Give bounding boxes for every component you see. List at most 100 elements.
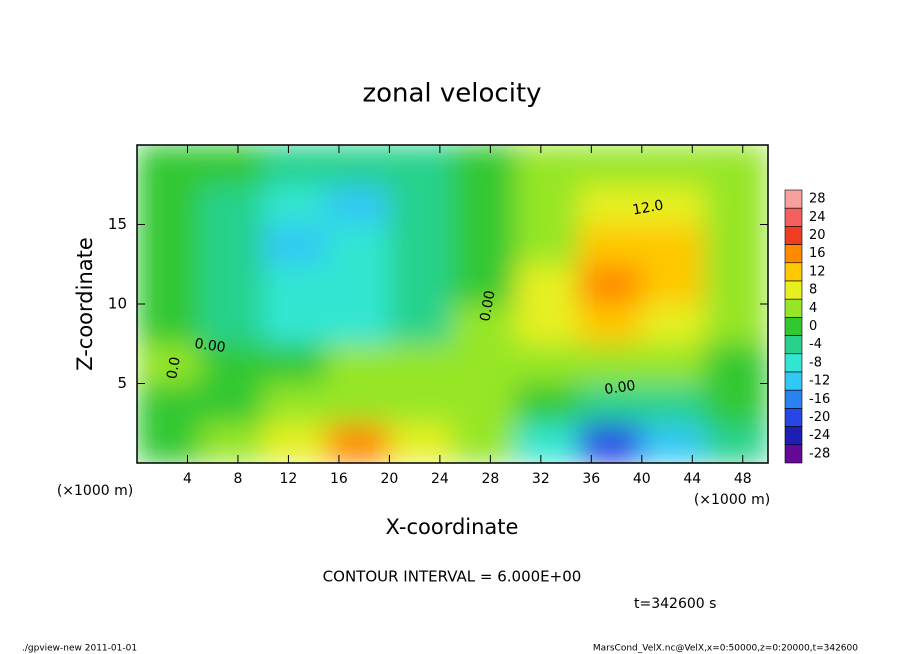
field-cell <box>515 263 580 305</box>
x-tick-label: 8 <box>233 471 242 487</box>
x-axis-label: X-coordinate <box>386 515 519 539</box>
field-cell <box>325 303 390 345</box>
field-cell <box>325 343 390 384</box>
contour-label: 0.00 <box>477 289 498 322</box>
field-cell <box>452 383 517 424</box>
field-cell <box>199 343 264 384</box>
field-cell <box>515 383 580 424</box>
field-cell <box>641 224 706 265</box>
field-cell <box>137 303 201 345</box>
field-cell <box>262 383 327 424</box>
field-cell <box>578 383 643 424</box>
y-tick-label: 15 <box>108 215 127 233</box>
field-cell <box>388 145 453 186</box>
field-cell <box>704 224 768 265</box>
field-cell <box>515 343 580 384</box>
colorbar-label: -28 <box>809 446 830 461</box>
colorbar-block <box>784 226 803 245</box>
colorbar-label: 28 <box>809 192 826 207</box>
field-cell <box>325 263 390 305</box>
field-cell <box>452 303 517 345</box>
field-cell <box>388 263 453 305</box>
colorbar-label: -16 <box>809 392 830 407</box>
field-cell <box>325 422 390 463</box>
colorbar-label: 16 <box>809 246 826 261</box>
colorbar-block <box>784 207 803 227</box>
colorbar-block <box>784 371 803 391</box>
field-cell <box>325 383 390 424</box>
colorbar-block <box>784 408 803 427</box>
chart-title: zonal velocity <box>362 79 541 109</box>
field-cell <box>578 184 643 225</box>
x-unit: (×1000 m) <box>694 492 770 508</box>
colorbar-block <box>784 189 803 209</box>
field-cell <box>704 422 768 463</box>
field-cell <box>578 145 643 186</box>
field-cell <box>578 343 643 384</box>
field-cell <box>137 263 201 305</box>
field-cell <box>199 422 264 463</box>
field-cell <box>388 343 453 384</box>
field-cell <box>452 224 517 265</box>
field-cell <box>515 184 580 225</box>
colorbar-label: 8 <box>809 283 817 298</box>
colorbar-label: -20 <box>809 410 830 425</box>
x-tick-label: 16 <box>330 471 348 487</box>
field-cell <box>704 184 768 225</box>
field-cell <box>578 263 643 305</box>
colorbar-block <box>784 280 803 300</box>
field-cell <box>262 263 327 305</box>
field-cell <box>452 422 517 463</box>
field-cell <box>262 224 327 265</box>
field-cell <box>641 303 706 345</box>
colorbar-block <box>784 244 803 264</box>
colorbar-block <box>784 353 803 373</box>
field-cell <box>641 145 706 186</box>
overlay: 4 8 12 16 20 24 28 32 36 40 44 485101512.00.000.000… <box>108 144 830 487</box>
field-cell <box>199 263 264 305</box>
x-tick-label: 44 <box>683 471 701 487</box>
field-cell <box>199 303 264 345</box>
field-cell <box>137 224 201 265</box>
field-cell <box>452 145 517 186</box>
field-cell <box>641 184 706 225</box>
field-cell <box>704 303 768 345</box>
time-label: t=342600 s <box>634 596 716 612</box>
field-cell <box>641 422 706 463</box>
y-axis-label: Z-coordinate <box>73 237 97 371</box>
field-cell <box>199 224 264 265</box>
field-cell <box>515 145 580 186</box>
colorbar-label: 20 <box>809 228 826 243</box>
field-cell <box>388 303 453 345</box>
y-tick-label: 5 <box>117 374 127 392</box>
field-cell <box>641 263 706 305</box>
field-cell <box>325 224 390 265</box>
field-cell <box>704 263 768 305</box>
field-cell <box>388 184 453 225</box>
field-cell <box>452 263 517 305</box>
y-tick-label: 10 <box>108 295 127 313</box>
colorbar-block <box>784 298 803 318</box>
footer-right: MarsCond_VelX.nc@VelX,x=0:50000,z=0:2000… <box>593 644 858 654</box>
x-tick-label: 28 <box>481 471 499 487</box>
colorbar-label: -8 <box>809 355 822 370</box>
colorbar-block <box>784 444 803 464</box>
field-cell <box>515 422 580 463</box>
field-cell <box>452 343 517 384</box>
colorbar-label: 0 <box>809 319 817 334</box>
field-cell <box>137 184 201 225</box>
colorbar-block <box>784 317 803 336</box>
x-tick-label: 24 <box>431 471 449 487</box>
field-cell <box>262 343 327 384</box>
colorbar-label: -12 <box>809 374 830 389</box>
field-cell <box>137 422 201 463</box>
field-cell <box>199 145 264 186</box>
x-tick-label: 4 <box>183 471 192 487</box>
field-cell <box>452 184 517 225</box>
colorbar-label: -4 <box>809 337 822 352</box>
field-cell <box>578 303 643 345</box>
field-cell <box>515 224 580 265</box>
field-cell <box>641 383 706 424</box>
x-tick-label: 40 <box>633 471 651 487</box>
